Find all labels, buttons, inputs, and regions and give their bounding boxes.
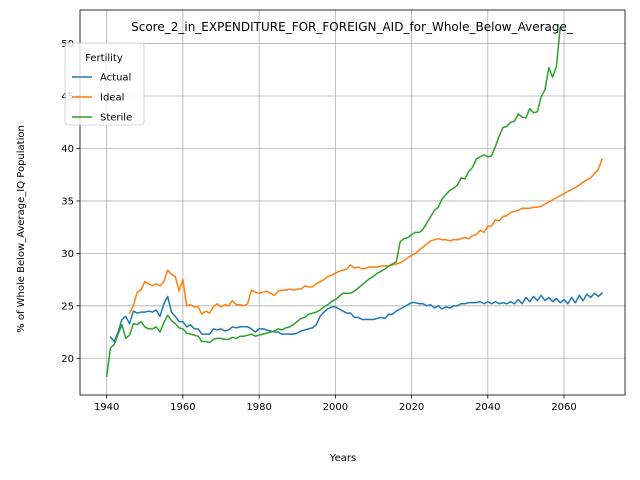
x-tick-label: 2020	[399, 402, 424, 413]
legend-label-sterile: Sterile	[100, 113, 132, 124]
x-tick-label: 2000	[323, 402, 348, 413]
y-tick-label: 25	[61, 301, 74, 312]
legend-title: Fertility	[85, 53, 123, 64]
x-tick-label: 1960	[170, 402, 195, 413]
x-axis-label: Years	[329, 453, 356, 464]
legend-label-actual: Actual	[100, 73, 131, 84]
y-tick-label: 30	[61, 249, 74, 260]
x-tick-label: 2060	[551, 402, 576, 413]
legend: Fertility Actual Ideal Sterile	[64, 42, 145, 126]
y-axis-label: % of Whole Below_Average_IQ Population	[16, 125, 27, 333]
y-tick-label: 35	[61, 196, 74, 207]
legend-label-ideal: Ideal	[100, 93, 124, 104]
x-tick-label: 1980	[246, 402, 271, 413]
series-line-actual	[109, 292, 604, 343]
x-tick-label: 1940	[94, 402, 119, 413]
legend-entries: Actual Ideal Sterile	[72, 73, 132, 124]
x-tick-label: 2040	[475, 402, 500, 413]
plot-frame	[79, 9, 626, 396]
series-line-sterile	[105, 27, 562, 377]
series-lines	[105, 27, 604, 377]
series-line-ideal	[128, 157, 604, 315]
legend-box	[64, 42, 145, 126]
y-tick-label: 40	[61, 144, 74, 155]
plot-area	[80, 10, 625, 395]
chart-title: Score_2_in_EXPENDITURE_FOR_FOREIGN_AID_f…	[131, 20, 574, 34]
grid	[80, 10, 625, 395]
y-tick-label: 20	[61, 354, 74, 365]
